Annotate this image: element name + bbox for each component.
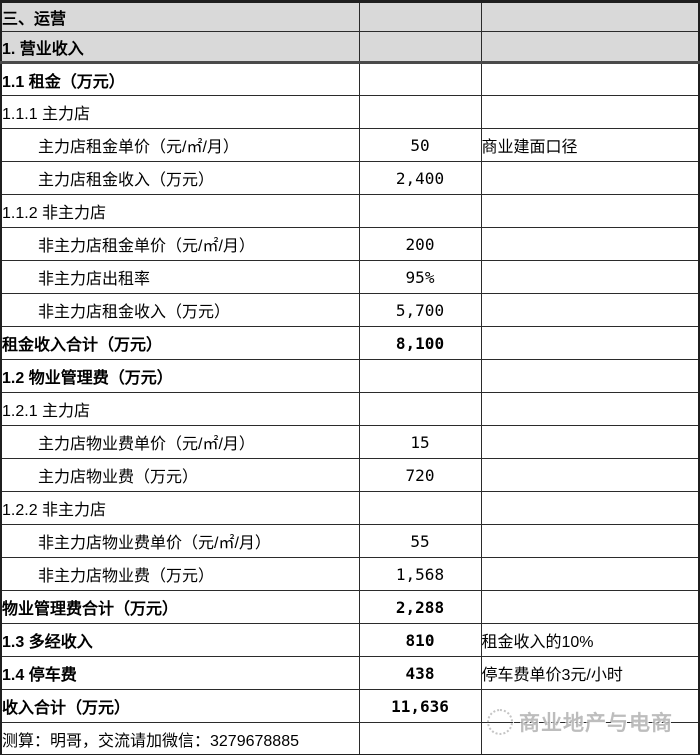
table-row: 主力店物业费（万元） 720 — [0, 458, 700, 492]
cell-value — [358, 722, 482, 755]
table-row: 1.2.2 非主力店 — [0, 491, 700, 525]
table-row: 1.3 多经收入 810 租金收入的10% — [0, 623, 700, 657]
table-row: 1. 营业收入 — [0, 31, 700, 64]
cell-value: 1,568 — [358, 557, 482, 591]
table-row: 1.1.1 主力店 — [0, 95, 700, 129]
cell-note — [480, 458, 700, 492]
cell-label: 非主力店出租率 — [0, 260, 360, 294]
table-row: 测算：明哥，交流请加微信：3279678885 — [0, 722, 700, 755]
cell-note — [480, 689, 700, 723]
table-row: 1.2.1 主力店 — [0, 392, 700, 426]
cell-label: 收入合计（万元） — [0, 689, 360, 723]
cell-label: 1.2.2 非主力店 — [0, 491, 360, 525]
cell-note — [480, 194, 700, 228]
cell-note — [480, 524, 700, 558]
cell-label: 物业管理费合计（万元） — [0, 590, 360, 624]
cell-label: 1.2 物业管理费（万元） — [0, 359, 360, 393]
table-row: 主力店租金收入（万元） 2,400 — [0, 161, 700, 195]
table-row: 收入合计（万元） 11,636 — [0, 689, 700, 723]
table-row: 1.1.2 非主力店 — [0, 194, 700, 228]
cell-note — [480, 491, 700, 525]
cell-value: 5,700 — [358, 293, 482, 327]
cell-value: 200 — [358, 227, 482, 261]
cell-note: 停车费单价3元/小时 — [480, 656, 700, 690]
table-row: 租金收入合计（万元） 8,100 — [0, 326, 700, 360]
cell-value — [358, 491, 482, 525]
table-row: 非主力店租金收入（万元） 5,700 — [0, 293, 700, 327]
table-row: 物业管理费合计（万元） 2,288 — [0, 590, 700, 624]
cell-note — [480, 392, 700, 426]
cell-label: 1.1 租金（万元） — [0, 62, 360, 96]
cell-label: 1. 营业收入 — [0, 31, 360, 64]
cell-value: 50 — [358, 128, 482, 162]
cell-label: 非主力店租金收入（万元） — [0, 293, 360, 327]
cell-value — [358, 95, 482, 129]
cell-value: 8,100 — [358, 326, 482, 360]
table-row: 非主力店物业费（万元） 1,568 — [0, 557, 700, 591]
cell-value: 720 — [358, 458, 482, 492]
cell-note — [480, 425, 700, 459]
cell-value: 95% — [358, 260, 482, 294]
cell-value: 2,288 — [358, 590, 482, 624]
cell-label: 非主力店物业费单价（元/㎡/月） — [0, 524, 360, 558]
cell-note — [480, 62, 700, 96]
cell-value: 15 — [358, 425, 482, 459]
cell-note — [480, 293, 700, 327]
table-row: 非主力店物业费单价（元/㎡/月） 55 — [0, 524, 700, 558]
table-row: 三、运营 — [0, 1, 700, 32]
cell-note: 商业建面口径 — [480, 128, 700, 162]
cell-label: 非主力店物业费（万元） — [0, 557, 360, 591]
cell-label: 主力店租金单价（元/㎡/月） — [0, 128, 360, 162]
cell-note — [480, 722, 700, 755]
cell-note: 租金收入的10% — [480, 623, 700, 657]
cell-value — [358, 31, 482, 64]
cell-label: 测算：明哥，交流请加微信：3279678885 — [0, 722, 360, 755]
cell-label: 主力店物业费单价（元/㎡/月） — [0, 425, 360, 459]
cell-label: 租金收入合计（万元） — [0, 326, 360, 360]
cell-note — [480, 590, 700, 624]
table-row: 非主力店出租率 95% — [0, 260, 700, 294]
cell-note — [480, 227, 700, 261]
cell-note — [480, 1, 700, 32]
cell-value: 2,400 — [358, 161, 482, 195]
cell-label: 1.3 多经收入 — [0, 623, 360, 657]
table-row: 主力店租金单价（元/㎡/月） 50 商业建面口径 — [0, 128, 700, 162]
cell-value — [358, 392, 482, 426]
table-row: 非主力店租金单价（元/㎡/月） 200 — [0, 227, 700, 261]
cell-value: 55 — [358, 524, 482, 558]
cell-value — [358, 1, 482, 32]
cell-label: 三、运营 — [0, 1, 360, 32]
cell-value — [358, 359, 482, 393]
cell-note — [480, 557, 700, 591]
cell-label: 1.2.1 主力店 — [0, 392, 360, 426]
cell-label: 非主力店租金单价（元/㎡/月） — [0, 227, 360, 261]
table-row: 1.2 物业管理费（万元） — [0, 359, 700, 393]
cell-value: 810 — [358, 623, 482, 657]
table-row: 1.1 租金（万元） — [0, 62, 700, 96]
table-row: 1.4 停车费 438 停车费单价3元/小时 — [0, 656, 700, 690]
cell-value — [358, 62, 482, 96]
table-row: 主力店物业费单价（元/㎡/月） 15 — [0, 425, 700, 459]
cell-note — [480, 359, 700, 393]
cell-label: 1.1.1 主力店 — [0, 95, 360, 129]
cell-note — [480, 95, 700, 129]
cell-note — [480, 161, 700, 195]
cell-value — [358, 194, 482, 228]
cell-label: 1.4 停车费 — [0, 656, 360, 690]
cell-value: 11,636 — [358, 689, 482, 723]
cell-note — [480, 260, 700, 294]
cell-label: 主力店物业费（万元） — [0, 458, 360, 492]
cell-note — [480, 326, 700, 360]
cell-label: 主力店租金收入（万元） — [0, 161, 360, 195]
cell-note — [480, 31, 700, 64]
cell-label: 1.1.2 非主力店 — [0, 194, 360, 228]
cell-value: 438 — [358, 656, 482, 690]
